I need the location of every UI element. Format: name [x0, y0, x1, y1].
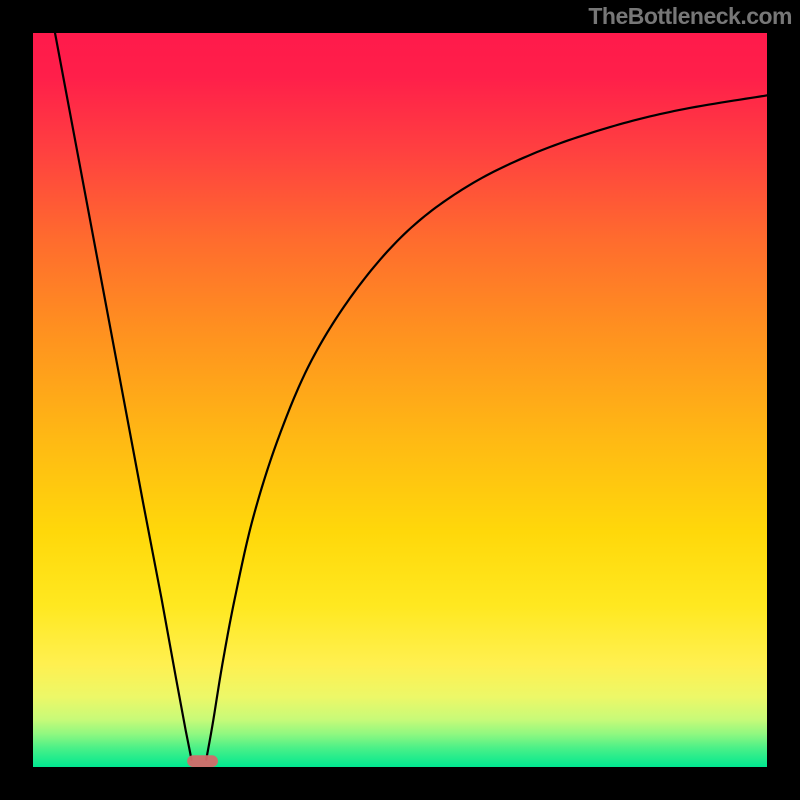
- chart-container: TheBottleneck.com: [0, 0, 800, 800]
- minimum-marker: [187, 755, 218, 767]
- gradient-bg: [33, 33, 767, 767]
- watermark-label: TheBottleneck.com: [588, 3, 792, 30]
- chart-background: [0, 0, 800, 800]
- chart-svg: [0, 0, 800, 800]
